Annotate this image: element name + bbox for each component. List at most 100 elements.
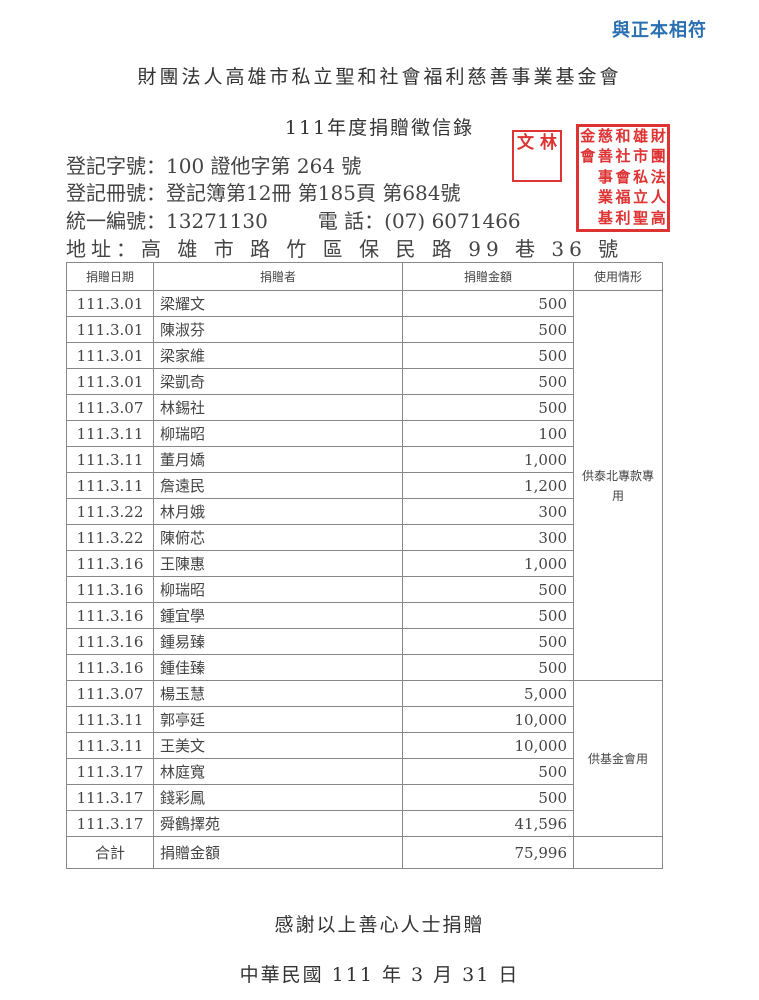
header-date: 捐贈日期 (66, 262, 154, 291)
donation-amount: 41,596 (402, 810, 574, 837)
donation-date: 111.3.16 (66, 576, 154, 603)
donor-name: 王美文 (153, 732, 403, 759)
donation-amount: 500 (402, 628, 574, 655)
table-row: 111.3.11 董月嬌 1,000 (66, 446, 663, 473)
total-amount: 75,996 (402, 836, 574, 869)
unified-id-line: 統一編號：13271130 電 話：(07) 6071466 (66, 205, 521, 234)
seal-char (579, 188, 597, 208)
donation-date: 111.3.07 (66, 680, 154, 707)
donor-name: 郭亭廷 (153, 706, 403, 733)
seal-char: 財 (650, 127, 666, 145)
table-row: 111.3.01 梁家維 500 (66, 342, 663, 369)
header-amount: 捐贈金額 (402, 262, 574, 291)
table-row: 111.3.16 鍾佳臻 500 (66, 654, 663, 681)
seal-char: 高 (650, 208, 666, 227)
total-label: 合計 (66, 836, 154, 869)
donation-date: 111.3.01 (66, 290, 154, 317)
donation-date: 111.3.16 (66, 550, 154, 577)
donation-date: 111.3.11 (66, 420, 154, 447)
seal-char (579, 209, 597, 229)
certified-copy-mark: 與正本相符 (612, 20, 707, 41)
donation-date: 111.3.01 (66, 368, 154, 395)
donation-amount: 300 (402, 524, 574, 551)
donation-date: 111.3.11 (66, 732, 154, 759)
seal-char: 會 (615, 167, 631, 186)
donor-name: 楊玉慧 (153, 680, 403, 707)
donor-name: 詹遠民 (153, 472, 403, 499)
donation-amount: 5,000 (402, 680, 574, 707)
table-row: 111.3.01 梁耀文 500 供泰北專款專用 (66, 290, 663, 681)
donor-name: 梁耀文 (153, 290, 403, 317)
document-title: 財團法人高雄市私立聖和社會福利慈善事業基金會 (137, 66, 622, 88)
unified-id: 統一編號：13271130 (66, 209, 268, 233)
table-row: 111.3.17 舜鶴擇苑 41,596 (66, 810, 663, 837)
address: 地址：高 雄 市 路 竹 區 保 民 路 99 巷 36 號 (66, 237, 624, 261)
donor-name: 梁家維 (153, 342, 403, 369)
table-row: 111.3.16 王陳惠 1,000 (66, 550, 663, 577)
donor-name: 鍾宜學 (153, 602, 403, 629)
personal-seal-stamp: 文林 (512, 130, 562, 182)
table-row: 111.3.16 鍾宜學 500 (66, 602, 663, 629)
table-row: 111.3.01 梁凱奇 500 (66, 368, 663, 395)
donation-date: 111.3.17 (66, 758, 154, 785)
total-usage-empty (573, 836, 663, 869)
donor-name: 鍾佳臻 (153, 654, 403, 681)
seal-char: 會 (580, 147, 596, 166)
donor-name: 錢彩鳳 (153, 784, 403, 811)
seal-char: 事 (597, 167, 613, 186)
table-row: 111.3.11 柳瑞昭 100 (66, 420, 663, 447)
donor-name: 柳瑞昭 (153, 420, 403, 447)
seal-char: 福 (615, 188, 631, 207)
table-row: 111.3.11 詹遠民 1,200 (66, 472, 663, 499)
donation-amount: 10,000 (402, 732, 574, 759)
donation-amount: 500 (402, 316, 574, 343)
table-row: 111.3.01 陳淑芬 500 (66, 316, 663, 343)
table-row: 111.3.22 陳俯芯 300 (66, 524, 663, 551)
document-date: 中華民國 111 年 3 月 31 日 (239, 964, 520, 986)
donation-amount: 1,000 (402, 446, 574, 473)
donation-amount: 500 (402, 654, 574, 681)
donation-date: 111.3.16 (66, 602, 154, 629)
seal-char: 和 (615, 127, 631, 145)
seal-char: 團 (650, 147, 666, 166)
donor-name: 柳瑞昭 (153, 576, 403, 603)
donor-name: 鍾易臻 (153, 628, 403, 655)
seal-char: 立 (633, 188, 649, 207)
donation-date: 111.3.22 (66, 524, 154, 551)
table-row: 111.3.16 柳瑞昭 500 (66, 576, 663, 603)
donor-name: 陳俯芯 (153, 524, 403, 551)
seal-char: 善 (597, 147, 613, 166)
foundation-seal-stamp: 金慈和雄財會善社市團事會私法業福立人基利聖高 (576, 124, 670, 232)
total-row: 合計 捐贈金額 75,996 (66, 836, 663, 869)
header-donor: 捐贈者 (153, 262, 403, 291)
seal-char: 業 (597, 188, 613, 207)
seal-char: 法 (650, 167, 666, 186)
seal-char: 市 (633, 147, 649, 166)
donation-amount: 1,000 (402, 550, 574, 577)
table-row: 111.3.17 錢彩鳳 500 (66, 784, 663, 811)
table-row: 111.3.11 王美文 10,000 (66, 732, 663, 759)
table-row: 111.3.22 林月娥 300 (66, 498, 663, 525)
donation-date: 111.3.01 (66, 342, 154, 369)
donor-name: 林錫社 (153, 394, 403, 421)
seal-char: 私 (633, 167, 649, 186)
table-row: 111.3.07 楊玉慧 5,000 供基金會用 (66, 680, 663, 837)
usage-cell: 供泰北專款專用 (573, 290, 663, 681)
donation-amount: 500 (402, 368, 574, 395)
donation-date: 111.3.17 (66, 810, 154, 837)
donation-amount: 500 (402, 576, 574, 603)
thanks-note: 感謝以上善心人士捐贈 (274, 914, 485, 936)
donation-date: 111.3.07 (66, 394, 154, 421)
donation-date: 111.3.11 (66, 446, 154, 473)
donation-date: 111.3.01 (66, 316, 154, 343)
table-row: 111.3.11 郭亭廷 10,000 (66, 706, 663, 733)
seal-char: 利 (615, 208, 631, 227)
donation-amount: 500 (402, 602, 574, 629)
donor-name: 陳淑芬 (153, 316, 403, 343)
donation-amount: 500 (402, 758, 574, 785)
document-subtitle: 111年度捐贈徵信錄 (284, 117, 475, 139)
donation-date: 111.3.11 (66, 706, 154, 733)
seal-char: 雄 (633, 127, 649, 145)
table-row: 111.3.07 林錫社 500 (66, 394, 663, 421)
table-row: 111.3.17 林庭寬 500 (66, 758, 663, 785)
